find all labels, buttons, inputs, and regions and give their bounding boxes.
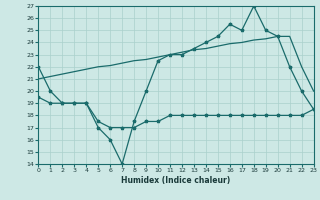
X-axis label: Humidex (Indice chaleur): Humidex (Indice chaleur) — [121, 176, 231, 185]
